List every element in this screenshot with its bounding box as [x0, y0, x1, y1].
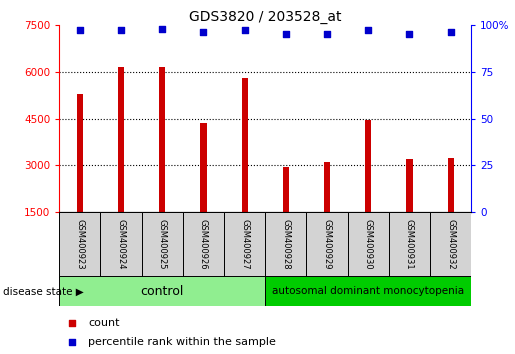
Text: disease state ▶: disease state ▶	[3, 287, 83, 297]
Text: GSM400929: GSM400929	[322, 218, 332, 269]
Bar	[224, 212, 265, 278]
Bar	[118, 67, 124, 212]
Point	[447, 29, 455, 35]
Point	[405, 31, 414, 37]
Bar	[306, 212, 348, 278]
Point	[373, 219, 382, 224]
Bar	[59, 276, 265, 306]
Bar	[324, 162, 330, 212]
Text: GSM400925: GSM400925	[158, 218, 167, 269]
Point	[199, 29, 208, 35]
Text: percentile rank within the sample: percentile rank within the sample	[88, 337, 276, 347]
Text: GSM400923: GSM400923	[75, 218, 84, 269]
Bar	[183, 212, 224, 278]
Point	[373, 45, 382, 51]
Text: GSM400930: GSM400930	[364, 218, 373, 269]
Bar	[242, 78, 248, 212]
Text: GSM400928: GSM400928	[281, 218, 290, 269]
Bar	[142, 212, 183, 278]
Bar	[265, 276, 471, 306]
Point	[76, 28, 84, 33]
Text: GSM400926: GSM400926	[199, 218, 208, 269]
Point	[158, 26, 166, 32]
Point	[323, 31, 331, 37]
Text: count: count	[88, 318, 119, 328]
Bar	[365, 120, 371, 212]
Bar	[283, 167, 289, 212]
Point	[282, 31, 290, 37]
Bar	[200, 123, 207, 212]
Point	[364, 28, 372, 33]
Bar	[265, 212, 306, 278]
Text: GSM400924: GSM400924	[116, 218, 126, 269]
Bar	[448, 158, 454, 212]
Text: GSM400931: GSM400931	[405, 218, 414, 269]
Bar	[100, 212, 142, 278]
Text: GSM400927: GSM400927	[240, 218, 249, 269]
Text: autosomal dominant monocytopenia: autosomal dominant monocytopenia	[272, 286, 465, 296]
Bar	[348, 212, 389, 278]
Bar	[389, 212, 430, 278]
Bar	[77, 93, 83, 212]
Bar	[59, 212, 100, 278]
Text: control: control	[141, 285, 184, 298]
Point	[117, 28, 125, 33]
Text: GSM400932: GSM400932	[446, 218, 455, 269]
Bar	[406, 159, 413, 212]
Point	[241, 28, 249, 33]
Bar	[430, 212, 471, 278]
Bar	[159, 67, 165, 212]
Title: GDS3820 / 203528_at: GDS3820 / 203528_at	[189, 10, 341, 24]
